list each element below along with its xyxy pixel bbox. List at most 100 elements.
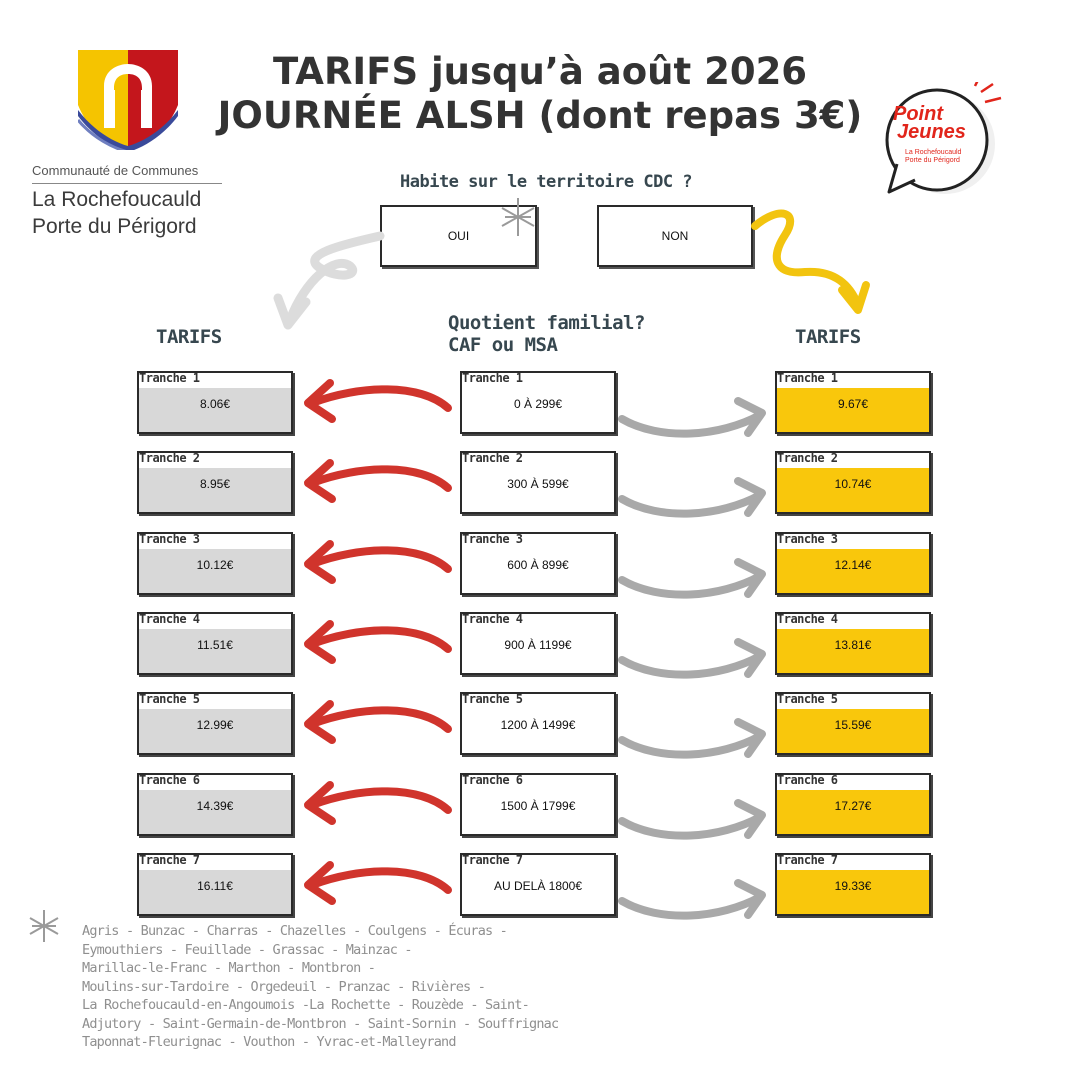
red-arrow (308, 385, 452, 412)
cdc-tranche-box: Tranche 5 12.99€ (137, 692, 293, 755)
qf-value: 300 À 599€ (507, 477, 569, 491)
qf-label-line2: CAF ou MSA (448, 334, 558, 356)
qf-value: AU DELÀ 1800€ (493, 879, 583, 893)
tranche-label: Tranche 7 (462, 853, 523, 867)
tranche-label: Tranche 4 (139, 612, 200, 626)
tarifs-right-label: TARIFS (795, 326, 861, 348)
hors-cdc-value: 13.81€ (834, 638, 872, 652)
cdc-tranche-box: Tranche 1 8.06€ (137, 371, 293, 434)
red-arrow (308, 787, 452, 814)
cdc-value: 12.99€ (196, 718, 234, 732)
grey-arrowhead (734, 879, 766, 919)
communes-line: Taponnat-Fleurignac - Vouthon - Yvrac-et… (82, 1034, 457, 1050)
logo-line2: La Rochefoucauld (32, 188, 202, 211)
grey-arrowhead (734, 397, 766, 437)
grey-arrowhead (734, 718, 766, 758)
red-arrowhead (304, 861, 336, 905)
hors-cdc-value: 12.14€ (834, 558, 872, 572)
tranche-label: Tranche 2 (462, 451, 523, 465)
oui-box: OUI (380, 205, 537, 267)
communes-line: Marillac-le-Franc - Marthon - Montbron - (82, 960, 376, 976)
speech-bubble-icon (885, 77, 1002, 194)
grey-arrow (618, 572, 764, 599)
communes-line: Moulins-sur-Tardoire - Orgedeuil - Pranz… (82, 978, 486, 995)
hors-cdc-value: 15.59€ (834, 718, 872, 732)
communes-line: Agris - Bunzac - Charras - Chazelles - C… (82, 923, 508, 939)
communes-line: La Rochefoucauld-en-Angoumois -La Rochet… (82, 997, 530, 1013)
red-arrowhead (304, 540, 336, 584)
title-line1: TARIFS jusqu’à août 2026 (272, 50, 808, 93)
cdc-shield-icon (76, 50, 178, 154)
tranche-label: Tranche 3 (139, 532, 200, 546)
tranche-label: Tranche 6 (462, 773, 523, 787)
communes-line: Eymouthiers - Feuillade - Grassac - Main… (82, 941, 413, 958)
box-header-band (777, 855, 929, 870)
qf-tranche-box: Tranche 3 600 À 899€ (460, 532, 616, 595)
red-arrowhead (304, 620, 336, 664)
tranche-label: Tranche 5 (777, 692, 838, 706)
hors-cdc-tranche-box: Tranche 1 9.67€ (775, 371, 931, 434)
non-label: NON (661, 229, 689, 243)
badge-sub1: La Rochefoucauld (905, 149, 962, 156)
grey-arrowhead (734, 799, 766, 839)
qf-tranche-box: Tranche 7 AU DELÀ 1800€ (460, 853, 616, 916)
oui-label: OUI (447, 229, 470, 243)
tranche-label: Tranche 6 (777, 773, 838, 787)
hors-cdc-value: 9.67€ (837, 397, 869, 411)
cdc-value: 16.11€ (197, 879, 233, 893)
oui-arrow (285, 231, 385, 325)
qf-tranche-box: Tranche 2 300 À 599€ (460, 451, 616, 514)
grey-arrow (618, 491, 764, 518)
cdc-value: 11.51€ (197, 638, 233, 652)
box-header-band (139, 373, 291, 388)
logo-line3: Porte du Périgord (32, 215, 197, 238)
grey-arrowhead (734, 558, 766, 598)
territory-question: Habite sur le territoire CDC ? (400, 172, 693, 192)
tranche-label: Tranche 5 (462, 692, 523, 706)
cdc-value: 8.06€ (199, 397, 231, 411)
grey-arrowhead (734, 477, 766, 517)
hors-cdc-tranche-box: Tranche 2 10.74€ (775, 451, 931, 514)
tranche-label: Tranche 3 (777, 532, 838, 546)
box-header-band (139, 614, 291, 629)
grey-arrow (618, 732, 764, 759)
qf-label-line1: Quotient familial? (448, 312, 645, 334)
qf-tranche-box: Tranche 4 900 À 1199€ (460, 612, 616, 675)
cdc-tranche-box: Tranche 7 16.11€ (137, 853, 293, 916)
box-header-band (139, 694, 291, 709)
cdc-tranche-box: Tranche 6 14.39€ (137, 773, 293, 836)
tranche-label: Tranche 3 (462, 532, 523, 546)
hors-cdc-tranche-box: Tranche 7 19.33€ (775, 853, 931, 916)
point-jeunes-badge: Point Jeunes La Rochefoucauld Porte du P… (875, 77, 1005, 212)
cdc-tranche-box: Tranche 2 8.95€ (137, 451, 293, 514)
cdc-logo (76, 50, 178, 154)
non-box: NON (597, 205, 753, 267)
box-header-band (139, 453, 291, 468)
hors-cdc-value: 17.27€ (834, 799, 872, 813)
hors-cdc-value: 10.74€ (834, 477, 872, 491)
qf-tranche-box: Tranche 1 0 À 299€ (460, 371, 616, 434)
non-arrow (751, 209, 862, 309)
qf-value: 0 À 299€ (513, 397, 563, 411)
tranche-label: Tranche 1 (139, 371, 200, 385)
non-arrowhead (838, 281, 870, 314)
tranche-label: Tranche 7 (139, 853, 200, 867)
grey-arrow (618, 813, 764, 840)
tranche-label: Tranche 1 (777, 371, 838, 385)
grey-arrow (618, 652, 764, 679)
box-header-band (777, 614, 929, 629)
tranche-label: Tranche 2 (777, 451, 838, 465)
qf-value: 900 À 1199€ (504, 638, 572, 652)
red-arrow (308, 867, 452, 894)
logo-divider (32, 183, 222, 184)
hors-cdc-tranche-box: Tranche 6 17.27€ (775, 773, 931, 836)
tranche-label: Tranche 5 (139, 692, 200, 706)
box-header-band (139, 534, 291, 549)
box-header-band (777, 534, 929, 549)
box-header-band (777, 694, 929, 709)
box-header-band (777, 453, 929, 468)
qf-value: 1200 À 1499€ (500, 718, 576, 732)
tranche-label: Tranche 2 (139, 451, 200, 465)
cdc-tranche-box: Tranche 4 11.51€ (137, 612, 293, 675)
badge-line1: Point (893, 103, 943, 125)
